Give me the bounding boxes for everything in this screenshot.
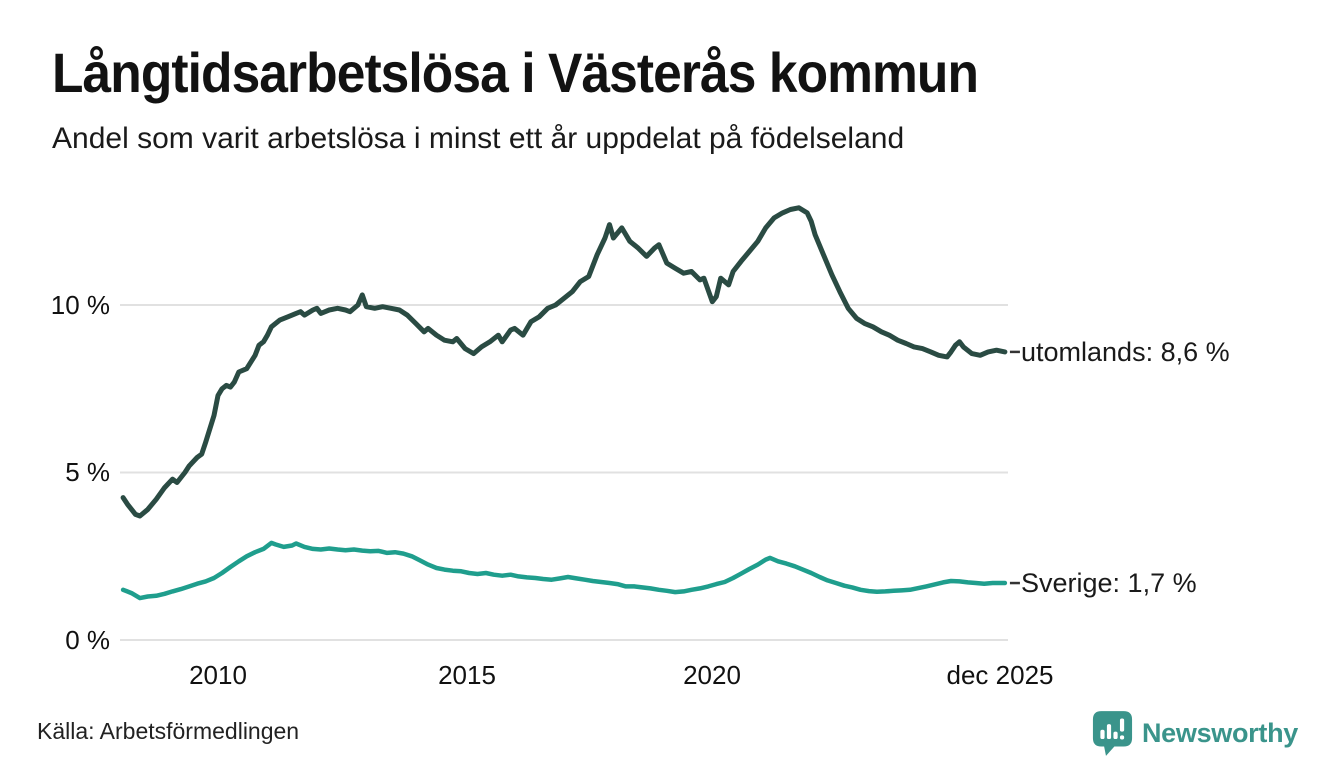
series-line-utomlands xyxy=(120,205,1008,519)
source-note: Källa: Arbetsförmedlingen xyxy=(37,718,300,744)
x-axis-tick-2010: 2010 xyxy=(189,660,247,690)
y-axis-tick-5: 5 % xyxy=(65,457,110,487)
x-axis-tick-2015: 2015 xyxy=(438,660,496,690)
chart-subtitle: Andel som varit arbetslösa i minst ett å… xyxy=(52,122,905,155)
series-line-Sverige xyxy=(120,540,1008,601)
newsworthy-bubble-chart-icon xyxy=(1092,711,1133,756)
chart-title: Långtidsarbetslösa i Västerås kommun xyxy=(52,41,979,104)
x-axis-tick-2020: 2020 xyxy=(683,660,741,690)
newsworthy-logo-text: Newsworthy xyxy=(1141,717,1298,748)
y-axis-tick-0: 0 % xyxy=(65,625,110,655)
newsworthy-logo: Newsworthy xyxy=(1092,710,1298,756)
x-axis-tick-dec-2025: dec 2025 xyxy=(946,660,1054,690)
series-label-sverige: Sverige: 1,7 % xyxy=(1021,568,1197,598)
series-label-utomlands: utomlands: 8,6 % xyxy=(1021,337,1230,367)
y-axis-tick-10: 10 % xyxy=(50,290,110,320)
